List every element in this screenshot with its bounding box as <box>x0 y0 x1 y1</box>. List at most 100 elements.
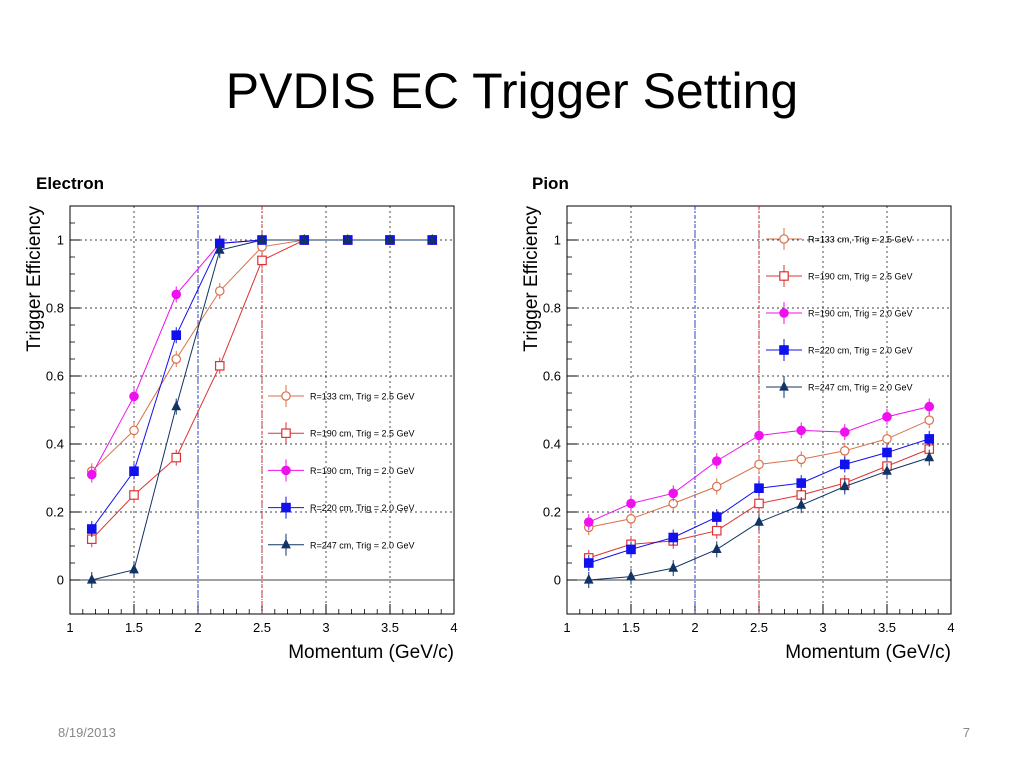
pion-x-tick-label: 3 <box>819 620 826 635</box>
electron-x-tick-label: 1.5 <box>125 620 143 635</box>
pion-legend-marker <box>779 308 789 318</box>
pion-panel-title: Pion <box>532 174 569 193</box>
pion-series-2-point <box>924 401 935 412</box>
pion-x-tick-label: 3.5 <box>878 620 896 635</box>
electron-series-3-point <box>86 524 97 534</box>
pion-series-4-point <box>754 516 764 526</box>
pion-legend-marker <box>779 345 789 355</box>
electron-x-tick-label: 2 <box>194 620 201 635</box>
electron-y-tick-label: 1 <box>57 233 64 248</box>
pion-legend-label: R=220 cm, Trig = 2.0 GeV <box>808 346 913 356</box>
pion-legend-marker <box>779 234 789 244</box>
electron-series-4-point <box>129 563 139 574</box>
pion-y-axis-label: Trigger Efficiency <box>521 206 542 352</box>
electron-y-tick-label: 0 <box>57 573 64 588</box>
electron-series-2-point <box>129 391 139 402</box>
pion-series-4-point <box>924 451 935 462</box>
pion-x-axis-label: Momentum (GeV/c) <box>785 642 951 663</box>
pion-series-2-point <box>711 456 722 466</box>
electron-y-tick-label: 0.6 <box>46 369 64 384</box>
electron-series-2-point <box>171 289 182 300</box>
electron-y-tick-label: 0.2 <box>46 505 64 520</box>
pion-series-1-point <box>754 498 764 509</box>
electron-legend-marker <box>281 538 291 549</box>
pion-series-3-point <box>583 558 594 568</box>
electron-series-0-point <box>171 354 182 364</box>
electron-legend-label: R=220 cm, Trig = 2.0 GeV <box>310 503 415 513</box>
pion-series-3-point <box>754 483 764 493</box>
electron-series-4-point <box>299 233 310 244</box>
pion-legend-label: R=190 cm, Trig = 2.0 GeV <box>808 309 913 319</box>
pion-series-3-point <box>796 478 807 488</box>
electron-y-tick-label: 0.4 <box>46 437 64 452</box>
pion-y-tick-label: 1 <box>554 233 561 248</box>
pion-series-3-point <box>924 434 935 444</box>
electron-panel-title: Electron <box>36 174 105 193</box>
pion-x-tick-label: 2.5 <box>750 620 768 635</box>
electron-legend-label: R=190 cm, Trig = 2.0 GeV <box>310 466 415 476</box>
pion-x-tick-label: 1 <box>563 620 570 635</box>
pion-legend-label: R=190 cm, Trig = 2.5 GeV <box>808 272 913 282</box>
page-number: 7 <box>962 725 970 740</box>
electron-series-0-point <box>214 286 225 296</box>
electron-x-tick-label: 3 <box>322 620 329 635</box>
electron-legend-marker <box>281 502 291 513</box>
footer-date: 8/19/2013 <box>58 725 116 740</box>
pion-series-3-point <box>839 459 850 470</box>
electron-legend-marker <box>281 465 291 476</box>
pion-series-0-point <box>882 434 892 444</box>
electron-series-4-point <box>86 573 97 584</box>
pion-series-3-point <box>711 512 722 522</box>
pion-legend-label: R=247 cm, Trig = 2.0 GeV <box>808 383 913 393</box>
pion-series-0-point <box>796 454 807 465</box>
electron-series-4-point <box>214 244 225 254</box>
electron-x-tick-label: 4 <box>450 620 457 635</box>
pion-legend-marker <box>779 271 789 281</box>
slide-title: PVDIS EC Trigger Setting <box>225 63 799 119</box>
pion-series-2-point <box>626 498 636 509</box>
pion-series-0-point <box>711 481 722 492</box>
pion-x-tick-label: 1.5 <box>622 620 640 635</box>
electron-x-tick-label: 3.5 <box>381 620 399 635</box>
pion-series-2-point <box>583 517 594 527</box>
electron-legend-marker <box>281 428 291 438</box>
pion-series-3-point <box>626 544 636 555</box>
pion-y-tick-label: 0.2 <box>543 505 561 520</box>
electron-legend-label: R=247 cm, Trig = 2.0 GeV <box>310 540 415 550</box>
pion-series-0-point <box>839 445 850 456</box>
electron-series-4-point <box>342 233 353 244</box>
pion-series-2-point <box>839 427 850 437</box>
pion-x-tick-label: 2 <box>691 620 698 635</box>
pion-series-0-point <box>924 415 935 425</box>
electron-y-axis-label: Trigger Efficiency <box>24 206 45 352</box>
pion-series-3-point <box>882 447 892 458</box>
pion-series-0-point <box>626 513 636 524</box>
electron-series-3-point <box>129 466 139 476</box>
pion-y-tick-label: 0.8 <box>543 301 561 316</box>
pion-series-4-point <box>882 465 892 475</box>
electron-series-1-point <box>171 452 182 463</box>
electron-legend-label: R=133 cm, Trig = 2.5 GeV <box>310 392 415 402</box>
pion-y-tick-label: 0.4 <box>543 437 561 452</box>
pion-series-3-point <box>668 532 679 543</box>
electron-series-1-point <box>257 255 267 266</box>
pion-series-4-point <box>796 499 807 509</box>
electron-legend-label: R=190 cm, Trig = 2.5 GeV <box>310 429 415 439</box>
pion-series-2-point <box>882 411 892 422</box>
electron-y-tick-label: 0.8 <box>46 301 64 316</box>
pion-x-tick-label: 4 <box>947 620 954 635</box>
electron-series-4-point <box>171 400 182 411</box>
electron-legend-marker <box>281 391 291 401</box>
pion-legend-marker <box>779 380 789 391</box>
pion-series-0-point <box>754 459 764 470</box>
pion-legend-label: R=133 cm, Trig = 2.5 GeV <box>808 235 913 245</box>
electron-series-4-point <box>385 233 395 244</box>
pion-y-tick-label: 0 <box>554 573 561 588</box>
pion-series-4-point <box>711 543 722 553</box>
pion-series-4-point <box>839 480 850 491</box>
pion-series-2-point <box>796 425 807 436</box>
pion-y-tick-label: 0.6 <box>543 369 561 384</box>
pion-series-2-point <box>754 430 764 441</box>
